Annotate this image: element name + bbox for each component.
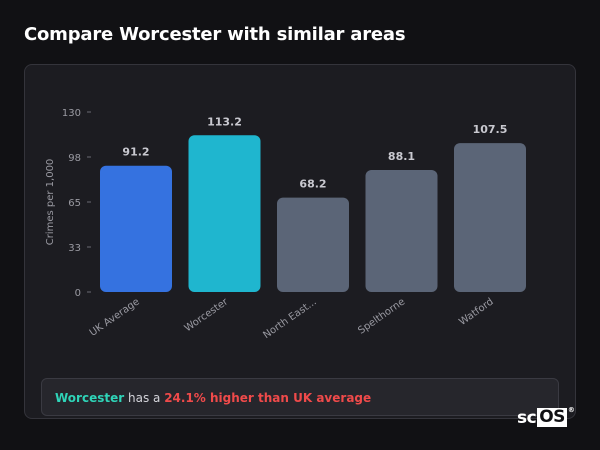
scos-logo: sc OS ® — [517, 406, 575, 428]
page-title: Compare Worcester with similar areas — [24, 24, 406, 45]
chart-card: Crimes per 1,000 0 33 65 98 130 91.2 UK Average… — [24, 64, 576, 419]
y-tick-label: 98 — [68, 153, 81, 164]
bar — [454, 143, 526, 292]
x-category-label: Watford — [457, 296, 495, 328]
logo-registered-mark: ® — [567, 406, 575, 414]
summary-text: has a — [124, 391, 165, 405]
y-tick-label: 130 — [62, 108, 81, 119]
x-category-label: Worcester — [183, 296, 231, 334]
y-axis-label: Crimes per 1,000 — [45, 159, 56, 246]
bar-chart: Crimes per 1,000 0 33 65 98 130 91.2 UK Average… — [45, 108, 526, 341]
bar — [365, 170, 438, 292]
x-category-label: UK Average — [88, 296, 142, 338]
x-category-label: Spelthorne — [356, 296, 407, 336]
y-tick-label: 33 — [68, 243, 81, 254]
bar — [277, 197, 349, 292]
bar — [188, 135, 261, 292]
bar — [100, 165, 172, 292]
y-tick-label: 0 — [75, 288, 81, 299]
x-category-label: North East... — [261, 296, 318, 341]
bar-value-label: 107.5 — [473, 123, 508, 136]
bar-value-label: 88.1 — [388, 150, 415, 163]
logo-boxed-text: OS — [537, 407, 567, 427]
bar-value-label: 113.2 — [207, 115, 242, 128]
y-tick-label: 65 — [68, 198, 81, 209]
summary-difference: 24.1% higher than UK average — [164, 391, 372, 405]
comparison-summary: Worcester has a 24.1% higher than UK ave… — [41, 378, 559, 416]
summary-city: Worcester — [55, 391, 125, 405]
bar-value-label: 68.2 — [299, 178, 326, 191]
logo-text: sc — [517, 408, 537, 428]
bar-value-label: 91.2 — [122, 146, 149, 159]
